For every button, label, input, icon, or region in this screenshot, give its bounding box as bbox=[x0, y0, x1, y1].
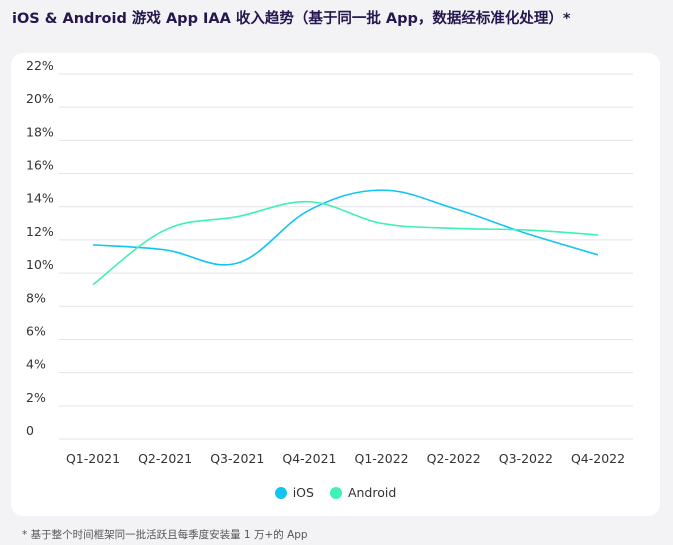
y-tick-label: 10% bbox=[26, 257, 54, 272]
line-chart: 0 2% 4% 6% 8% 10% 12% 14% 16% 18% 20% 22% Q1-2021 Q2-… bbox=[26, 58, 633, 466]
chart-title: iOS & Android 游戏 App IAA 收入趋势（基于同一批 App，… bbox=[12, 11, 571, 27]
legend-label: iOS bbox=[292, 485, 314, 500]
x-tick-label: Q3-2021 bbox=[210, 451, 264, 466]
legend-marker bbox=[274, 486, 287, 499]
footnote: * 基于整个时间框架同一批活跃且每季度安装量 1 万+的 App bbox=[22, 529, 308, 541]
y-tick-label: 18% bbox=[26, 124, 54, 139]
y-tick-label: 12% bbox=[26, 224, 54, 239]
series-line-ios bbox=[92, 189, 599, 266]
legend-label: Android bbox=[347, 485, 397, 500]
y-tick-label: 22% bbox=[26, 58, 54, 73]
y-tick-label: 20% bbox=[26, 91, 54, 106]
y-tick-label: 4% bbox=[26, 357, 46, 372]
x-tick-label: Q4-2022 bbox=[571, 451, 625, 466]
legend-item-ios[interactable]: iOS bbox=[274, 485, 314, 500]
chart-legend: iOS Android bbox=[11, 485, 660, 500]
x-tick-label: Q3-2022 bbox=[499, 451, 553, 466]
y-tick-label: 2% bbox=[26, 390, 46, 405]
legend-item-android[interactable]: Android bbox=[329, 485, 397, 500]
x-tick-label: Q4-2021 bbox=[282, 451, 336, 466]
y-tick-label: 14% bbox=[26, 191, 54, 206]
legend-marker bbox=[329, 486, 342, 499]
y-tick-label: 6% bbox=[26, 323, 46, 338]
y-tick-label: 0 bbox=[26, 423, 34, 438]
x-tick-label: Q1-2022 bbox=[355, 451, 409, 466]
series-line-android bbox=[92, 200, 599, 286]
x-tick-label: Q2-2022 bbox=[427, 451, 481, 466]
y-tick-label: 8% bbox=[26, 290, 46, 305]
x-tick-label: Q1-2021 bbox=[66, 451, 120, 466]
x-tick-label: Q2-2021 bbox=[138, 451, 192, 466]
y-tick-label: 16% bbox=[26, 158, 54, 173]
chart-card: 0 2% 4% 6% 8% 10% 12% 14% 16% 18% 20% 22% Q1-2021 Q2-… bbox=[11, 53, 660, 516]
